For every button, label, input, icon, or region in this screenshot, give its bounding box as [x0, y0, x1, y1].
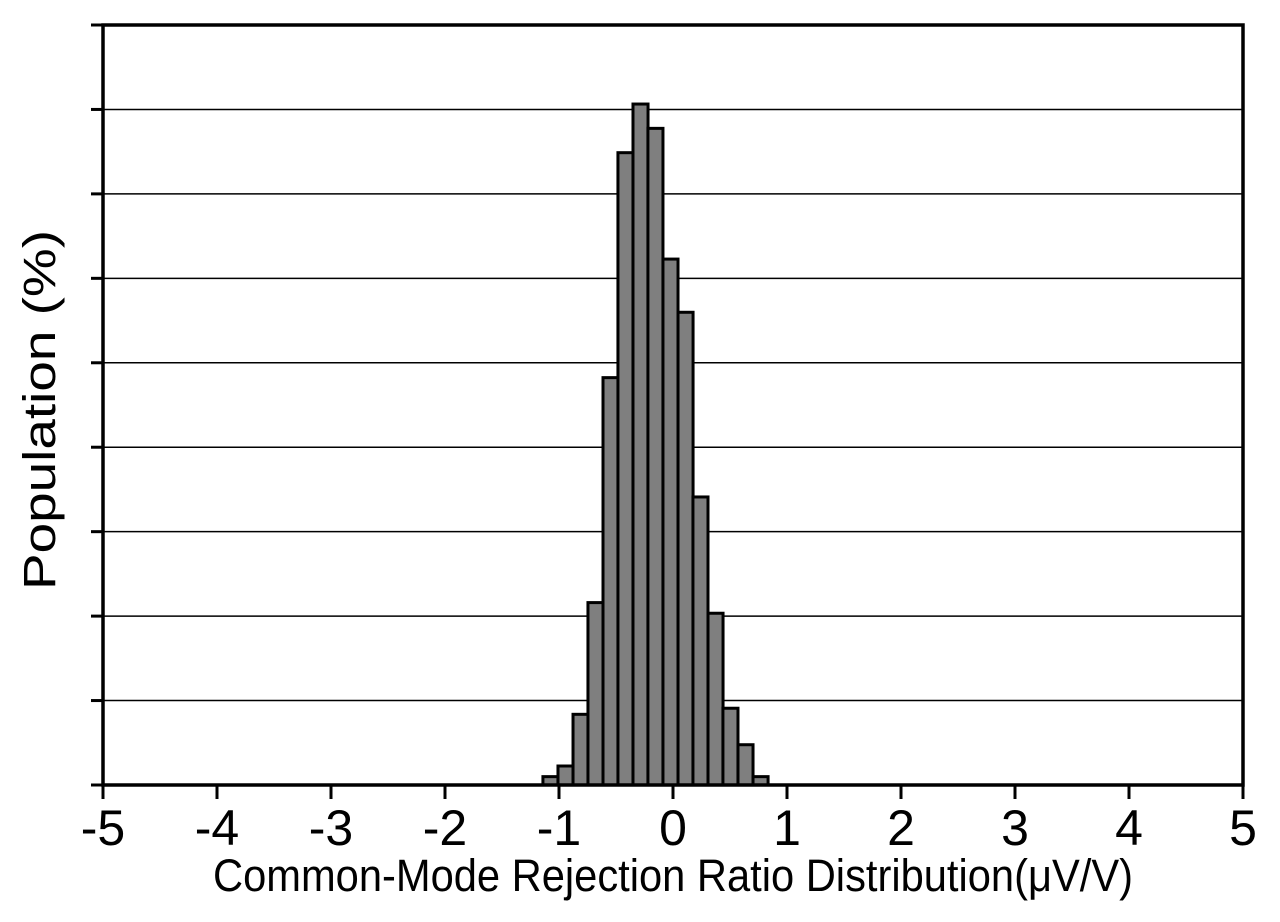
histogram-bars — [541, 102, 770, 787]
x-tick-label: -5 — [81, 800, 125, 856]
histogram-bar — [601, 376, 620, 787]
histogram-bar — [691, 495, 710, 787]
x-tick-label: -3 — [309, 800, 353, 856]
histogram-bar — [556, 764, 575, 787]
histogram-bar — [676, 310, 695, 787]
histogram-bar — [616, 151, 635, 787]
x-tick-label: 0 — [659, 800, 687, 856]
x-tick-label: -2 — [423, 800, 467, 856]
x-tick-label: 3 — [1001, 800, 1029, 856]
histogram-bar — [736, 743, 755, 787]
y-axis-ticks — [91, 23, 103, 787]
x-tick-label: 4 — [1115, 800, 1143, 856]
histogram-bar — [586, 601, 605, 787]
x-tick-label: 5 — [1229, 800, 1257, 856]
histogram-bar — [646, 126, 665, 787]
histogram-bar — [721, 706, 740, 787]
x-axis-ticks — [101, 785, 1245, 799]
histogram-bar — [631, 102, 650, 787]
histogram-bar — [661, 257, 680, 787]
x-axis-tick-labels: -5 -4 -3 -2 -1 0 1 2 3 4 5 — [81, 800, 1257, 856]
x-tick-label: 2 — [887, 800, 915, 856]
histogram-bar — [706, 611, 725, 787]
x-tick-label: 1 — [773, 800, 801, 856]
x-axis-title: Common-Mode Rejection Ratio Distribution… — [213, 850, 1133, 901]
y-axis-title: Population (%) — [14, 230, 65, 590]
x-tick-label: -4 — [195, 800, 239, 856]
x-tick-label: -1 — [537, 800, 581, 856]
histogram-bar — [571, 712, 590, 787]
